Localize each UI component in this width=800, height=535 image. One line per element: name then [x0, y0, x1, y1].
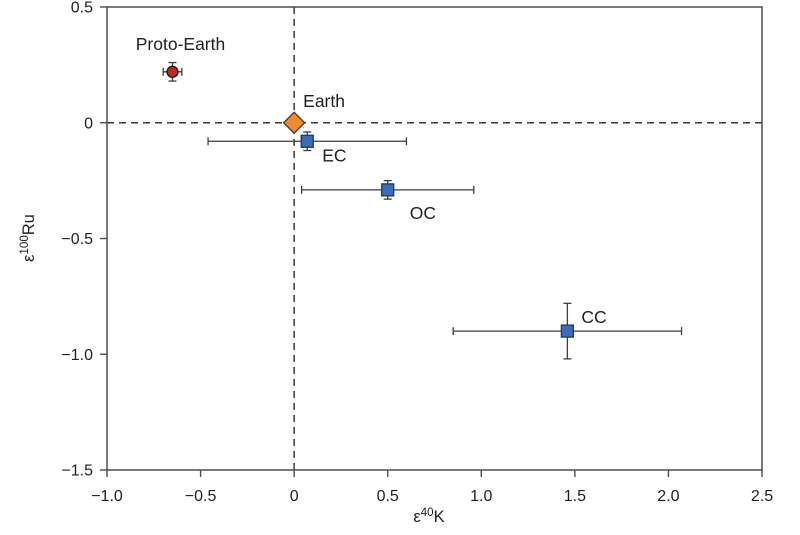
point-label-proto-earth: Proto-Earth — [136, 34, 225, 54]
point-label-oc: OC — [410, 203, 436, 223]
x-axis-label-superscript: 40 — [421, 507, 434, 519]
x-axis-label: ε40K — [413, 507, 444, 526]
data-point-cc — [560, 324, 575, 338]
data-point-oc — [381, 183, 395, 197]
x-tick-label: −0.5 — [185, 488, 217, 505]
x-axis-label-base: ε — [413, 508, 421, 526]
y-axis-label-superscript: 100 — [19, 235, 31, 254]
y-axis-label-rest: Ru — [20, 214, 38, 235]
y-tick-label: −1.5 — [61, 463, 93, 480]
point-label-cc: CC — [581, 307, 606, 327]
x-tick-label: 0.5 — [377, 488, 399, 505]
y-axis-label: ε100Ru — [19, 214, 38, 262]
y-tick-label: −0.5 — [61, 231, 93, 248]
x-tick-label: 2.0 — [657, 488, 679, 505]
x-tick-label: 0 — [290, 488, 299, 505]
x-axis-label-rest: K — [434, 508, 445, 526]
point-label-ec: EC — [322, 145, 346, 165]
y-tick-label: 0 — [84, 115, 93, 132]
x-tick-label: 1.0 — [470, 488, 492, 505]
plot-border — [106, 6, 763, 471]
data-point-ec — [300, 134, 314, 148]
y-tick-label: 0.5 — [71, 0, 93, 17]
y-tick-label: −1.0 — [61, 347, 93, 364]
point-label-earth: Earth — [303, 91, 345, 111]
data-point-earth — [282, 111, 306, 135]
x-tick-label: 1.5 — [564, 488, 586, 505]
x-tick-label: 2.5 — [751, 488, 773, 505]
x-tick-label: −1.0 — [91, 488, 123, 505]
y-axis-label-base: ε — [20, 254, 38, 262]
data-point-proto-earth — [166, 65, 179, 78]
